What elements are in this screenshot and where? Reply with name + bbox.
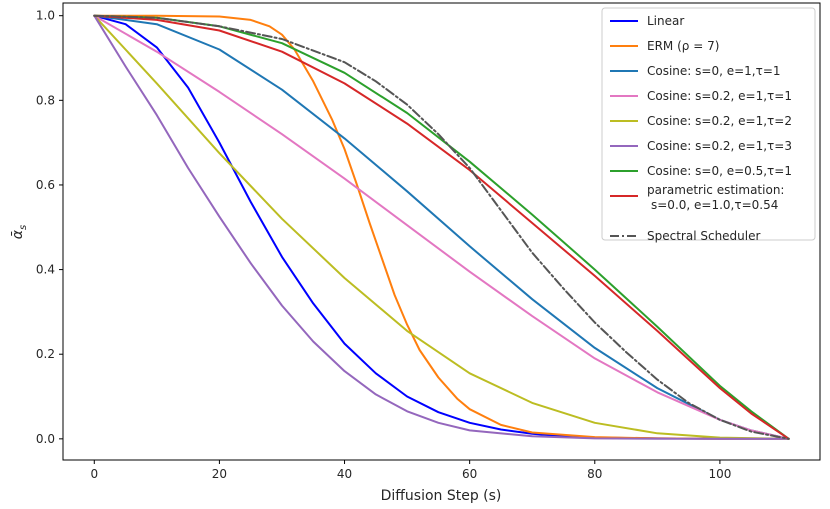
legend-label-4: Cosine: s=0.2, e=1,τ=2: [647, 114, 792, 128]
svg-text:ᾱs: ᾱs: [10, 225, 29, 239]
legend-label-8: Spectral Scheduler: [647, 229, 760, 243]
x-tick-label: 40: [337, 467, 352, 481]
x-axis-ticks: 0 20 40 60 80 100: [90, 460, 731, 481]
x-tick-label: 100: [708, 467, 731, 481]
plot-area: [93, 14, 790, 440]
y-tick-label: 0.2: [36, 347, 55, 361]
x-axis-label: Diffusion Step (s): [381, 488, 502, 504]
legend-frame: [601, 7, 816, 241]
legend-label-7-line2: s=0.0, e=1.0,τ=0.54: [651, 198, 778, 212]
series-line-8: [93, 14, 790, 440]
legend-label-7: parametric estimation:: [647, 183, 784, 197]
legend-label-0: Linear: [647, 14, 684, 28]
legend-label-6: Cosine: s=0, e=0.5,τ=1: [647, 164, 792, 178]
y-axis-ticks: 0.0 0.2 0.4 0.6 0.8 1.0: [36, 9, 63, 446]
series-layer: [93, 14, 790, 440]
y-tick-label: 0.6: [36, 178, 55, 192]
y-tick-label: 0.0: [36, 432, 55, 446]
x-tick-label: 0: [90, 467, 98, 481]
series-line-1: [93, 14, 790, 440]
x-tick-label: 80: [587, 467, 602, 481]
y-tick-label: 1.0: [36, 9, 55, 23]
y-axis-label-subscript: s: [18, 225, 29, 230]
plot-frame: [62, 2, 821, 461]
y-tick-label: 0.8: [36, 93, 55, 107]
series-line-7: [93, 14, 790, 440]
x-tick-label: 20: [212, 467, 227, 481]
x-tick-label: 60: [462, 467, 477, 481]
legend-label-1: ERM (ρ = 7): [647, 39, 719, 53]
series-line-5: [93, 14, 790, 440]
y-axis-label: ᾱ: [10, 229, 26, 239]
legend-label-5: Cosine: s=0.2, e=1,τ=3: [647, 139, 792, 153]
legend-label-2: Cosine: s=0, e=1,τ=1: [647, 64, 781, 78]
y-axis-label-group: ᾱs: [10, 225, 29, 239]
legend-label-3: Cosine: s=0.2, e=1,τ=1: [647, 89, 792, 103]
legend: Linear ERM (ρ = 7) Cosine: s=0, e=1,τ=1 Cos…: [601, 7, 816, 243]
series-line-4: [93, 14, 790, 440]
y-tick-label: 0.4: [36, 263, 55, 277]
